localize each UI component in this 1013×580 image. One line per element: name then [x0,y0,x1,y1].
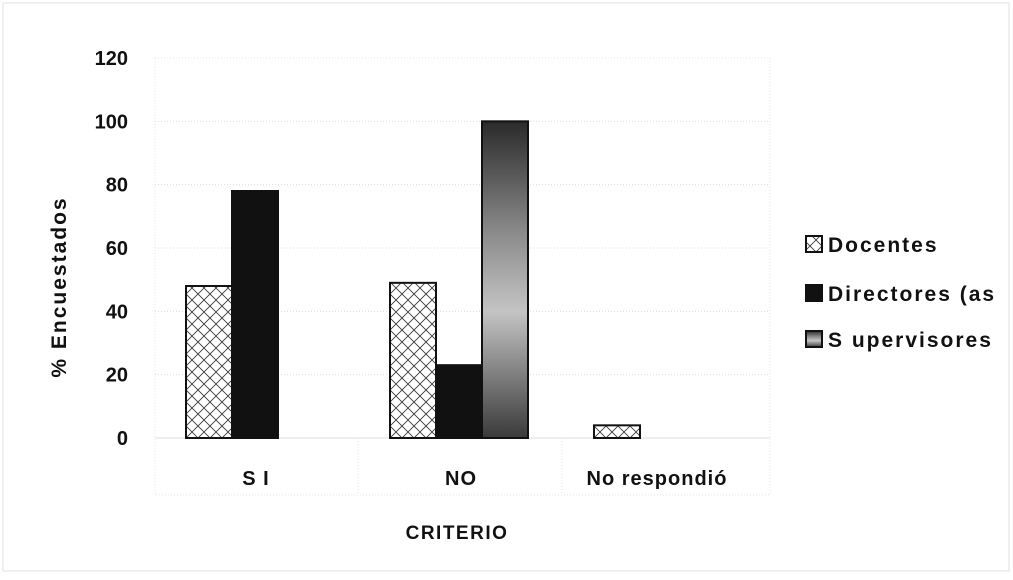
bar-directores-as-0 [231,190,279,439]
legend-swatch [805,330,823,348]
category-label: NO [445,468,477,490]
bars [155,120,770,440]
bar-docentes-1 [389,281,437,440]
y-tick-label: 60 [106,238,128,260]
category-labels: S I NO No respondió [242,468,728,490]
y-tick-label: 80 [106,175,128,197]
chart-area-border [2,2,1010,572]
bar-docentes-2 [593,424,641,440]
category-label: S I [242,468,269,490]
y-tick-labels: 0 20 40 60 80 100 120 [95,48,128,450]
bar-docentes-0 [185,285,233,439]
plot-area-border [154,57,771,496]
legend-swatch [805,235,823,253]
category-label: No respondió [587,468,728,490]
legend-swatch [805,284,823,302]
bar-directores-as-1 [435,364,483,439]
legend-label: S upervisores [828,329,993,352]
x-axis-title: CRITERIO [406,523,509,544]
y-tick-label: 0 [117,428,128,450]
y-tick-label: 120 [95,48,128,70]
y-axis-title: % Encuestados [48,196,71,377]
y-tick-label: 100 [95,111,128,133]
legend-label: Docentes [828,234,939,257]
y-tick-label: 40 [106,301,128,323]
y-tick-label: 20 [106,365,128,387]
legend: Docentes Directores (as S upervisores [805,234,996,352]
bar-s-upervisores-1 [481,120,529,439]
legend-label: Directores (as [828,283,996,306]
